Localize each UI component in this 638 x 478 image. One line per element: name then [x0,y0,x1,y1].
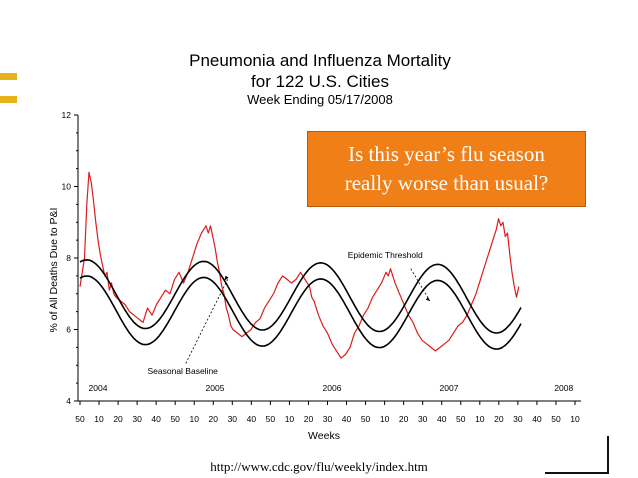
x-tick-label: 20 [209,414,219,424]
x-tick-label: 10 [380,414,390,424]
year-label: 2007 [440,383,459,393]
year-label: 2005 [206,383,225,393]
y-tick-label: 12 [62,110,72,120]
series-lines [79,171,522,359]
epidemic-threshold-arrowhead [425,296,430,301]
observed-series-line [79,171,520,359]
x-tick-label: 10 [570,414,580,424]
x-axis-ticks: 50 10 20 30 40 50 10 20 30 40 50 10 20 30 40 50 10 20 30 40… [75,401,580,424]
x-tick-label: 30 [323,414,333,424]
y-axis-ticks: 4 6 8 10 12 [62,110,78,406]
source-url[interactable]: http://www.cdc.gov/flu/weekly/index.htm [210,459,428,474]
seasonal-baseline-pointer [185,277,229,364]
x-tick-label: 50 [551,414,561,424]
y-tick-label: 8 [66,253,71,263]
x-tick-label: 20 [399,414,409,424]
year-label: 2006 [323,383,342,393]
x-tick-label: 10 [189,414,199,424]
chart-title: Pneumonia and Influenza Mortality [189,51,451,70]
y-tick-label: 4 [66,396,71,406]
y-tick-label: 6 [66,325,71,335]
epidemic-threshold-line [79,259,522,334]
slide-corner-line-vertical [607,436,609,474]
x-tick-label: 10 [94,414,104,424]
x-tick-label: 40 [532,414,542,424]
x-tick-label: 10 [475,414,485,424]
x-tick-label: 30 [513,414,523,424]
y-axis-label: % of All Deaths Due to P&I [48,208,60,333]
x-tick-label: 40 [342,414,352,424]
x-axis-label: Weeks [308,430,340,442]
x-tick-label: 40 [151,414,161,424]
x-tick-label: 50 [456,414,466,424]
x-tick-label: 30 [132,414,142,424]
x-tick-label: 10 [285,414,295,424]
chart-subtitle: for 122 U.S. Cities [251,72,389,91]
x-tick-label: 40 [247,414,257,424]
x-tick-label: 50 [75,414,85,424]
annotations: Epidemic Threshold Seasonal Baseline [148,250,431,376]
seasonal-baseline-label: Seasonal Baseline [148,366,219,376]
x-tick-label: 20 [494,414,504,424]
slide-corner-line-horizontal [545,472,609,474]
callout-box: Is this year’s flu season really worse t… [307,131,586,207]
x-tick-label: 40 [437,414,447,424]
epidemic-threshold-label: Epidemic Threshold [348,250,423,260]
x-tick-label: 20 [113,414,123,424]
slide-accent-bar-top [0,73,17,80]
x-tick-label: 30 [228,414,238,424]
x-tick-label: 50 [170,414,180,424]
x-tick-label: 50 [266,414,276,424]
year-label: 2008 [554,383,573,393]
x-tick-label: 20 [304,414,314,424]
seasonal-baseline-arrowhead [224,275,229,281]
year-labels: 2004 2005 2006 2007 2008 [89,383,574,393]
y-tick-label: 10 [62,182,72,192]
slide-accent-bar-bottom [0,96,17,103]
chart-week-ending: Week Ending 05/17/2008 [247,92,393,107]
seasonal-baseline-line [79,275,522,350]
year-label: 2004 [89,383,108,393]
callout-text: Is this year’s flu season really worse t… [344,142,549,195]
x-tick-label: 50 [361,414,371,424]
x-tick-label: 30 [418,414,428,424]
